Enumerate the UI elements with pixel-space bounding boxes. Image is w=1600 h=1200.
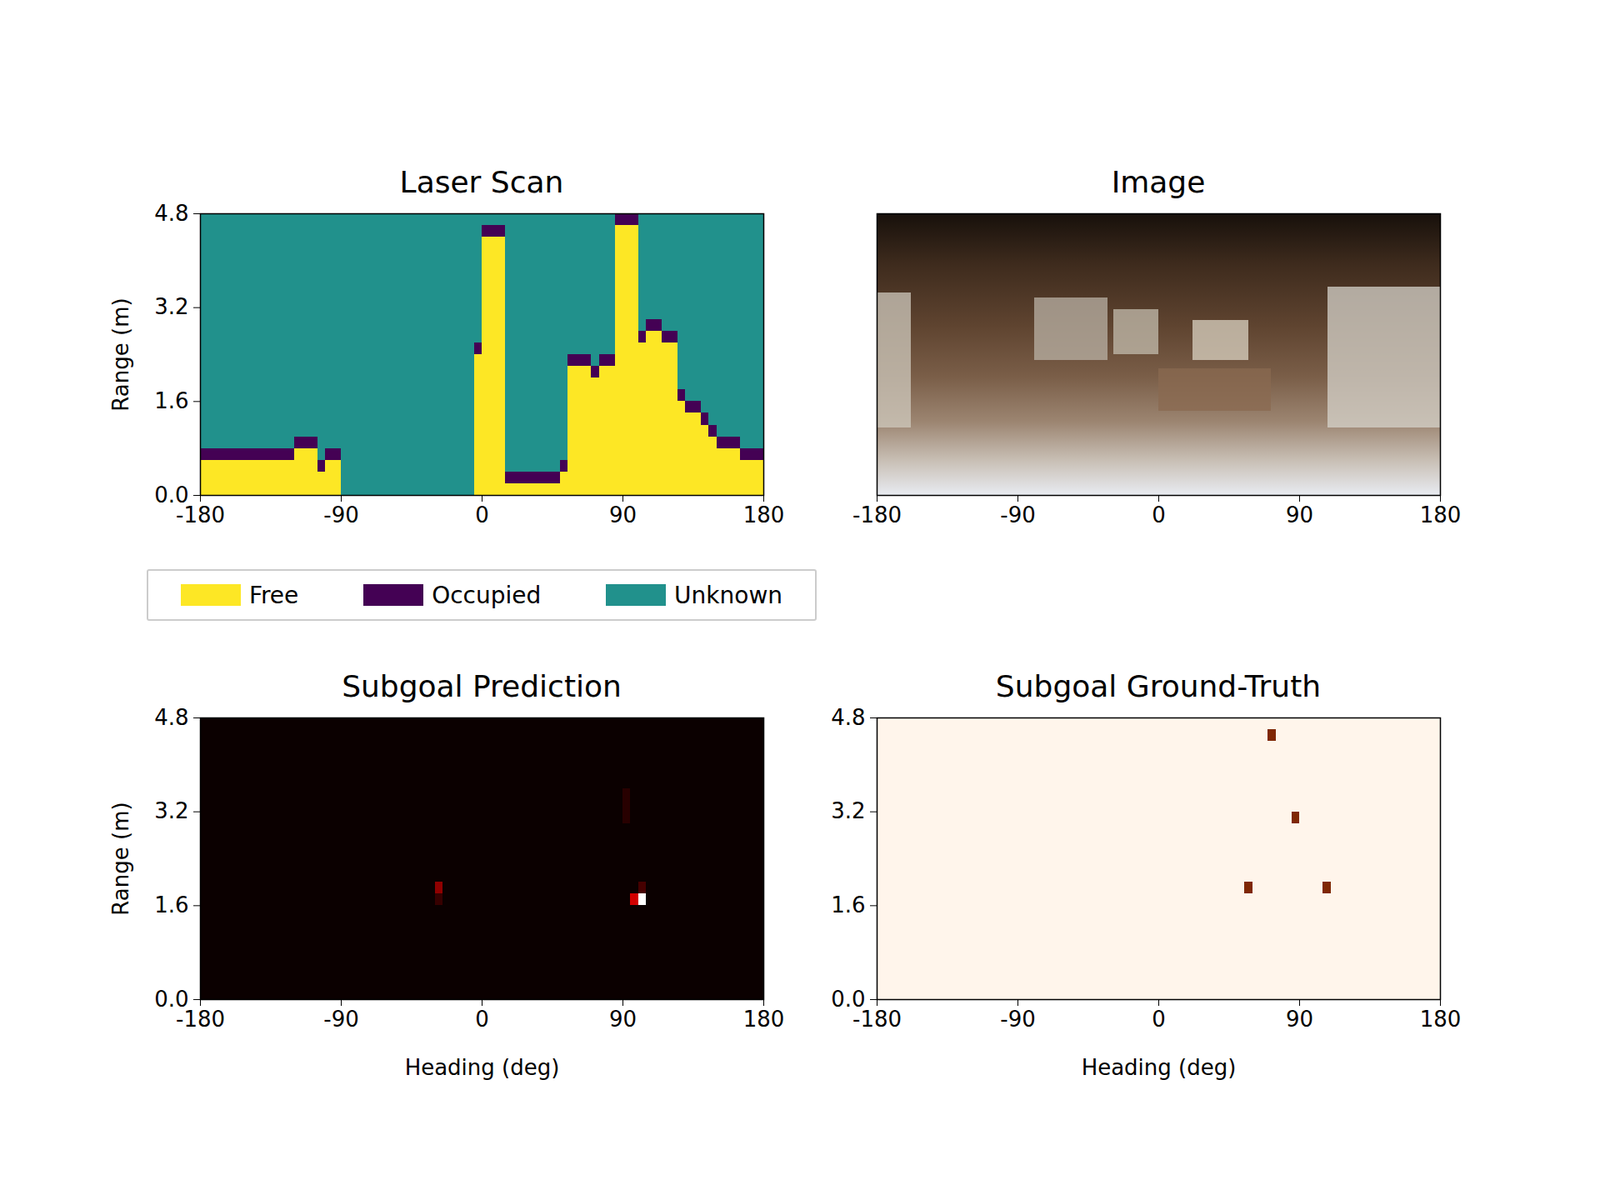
- svg-text:-90: -90: [1000, 1006, 1035, 1032]
- html-text:Occupied: Occupied: [431, 581, 542, 609]
- svg-text:-90: -90: [1000, 502, 1035, 528]
- svg-text:4.8: 4.8: [830, 705, 865, 730]
- svg-text:90: 90: [1285, 1006, 1314, 1032]
- svg-text:Range (m): Range (m): [108, 297, 134, 411]
- html-text:Laser Scan: Laser Scan: [399, 165, 564, 200]
- svg-text:Heading (deg): Heading (deg): [1081, 1055, 1237, 1080]
- svg-text:-180: -180: [852, 1006, 902, 1032]
- svg-text:0.0: 0.0: [154, 482, 189, 508]
- svg-text:90: 90: [609, 1006, 637, 1032]
- svg-text:180: 180: [1420, 1006, 1462, 1032]
- html-text:Free: Free: [249, 581, 299, 609]
- svg-text:0.0: 0.0: [830, 986, 866, 1012]
- svg-text:-180: -180: [175, 502, 225, 528]
- svg-text:Heading (deg): Heading (deg): [405, 1055, 560, 1080]
- svg-text:3.2: 3.2: [154, 798, 189, 824]
- svg-text:90: 90: [609, 502, 637, 528]
- svg-text:180: 180: [743, 502, 785, 528]
- svg-text:-180: -180: [175, 1006, 225, 1032]
- html-text:Image: Image: [1111, 165, 1206, 200]
- svg-text:0: 0: [475, 1006, 490, 1032]
- svg-text:1.6: 1.6: [830, 892, 865, 918]
- svg-text:-180: -180: [852, 502, 902, 528]
- svg-text:180: 180: [1420, 502, 1462, 528]
- svg-text:0: 0: [1151, 1006, 1166, 1032]
- svg-text:4.8: 4.8: [154, 200, 189, 226]
- svg-text:1.6: 1.6: [154, 892, 189, 918]
- svg-text:3.2: 3.2: [830, 798, 865, 824]
- svg-text:-90: -90: [323, 502, 359, 528]
- svg-text:180: 180: [743, 1006, 785, 1032]
- svg-text:-90: -90: [323, 1006, 359, 1032]
- html-text:Subgoal Prediction: Subgoal Prediction: [341, 669, 622, 704]
- svg-text:90: 90: [1285, 502, 1314, 528]
- html-text:Unknown: Unknown: [674, 581, 783, 609]
- html-text:Subgoal Ground-Truth: Subgoal Ground-Truth: [995, 669, 1321, 704]
- svg-text:Range (m): Range (m): [108, 801, 134, 915]
- svg-text:0: 0: [1151, 502, 1166, 528]
- svg-text:0: 0: [475, 502, 490, 528]
- svg-text:0.0: 0.0: [154, 986, 189, 1012]
- svg-text:1.6: 1.6: [154, 388, 189, 414]
- svg-text:3.2: 3.2: [154, 294, 189, 320]
- svg-text:4.8: 4.8: [154, 705, 189, 730]
